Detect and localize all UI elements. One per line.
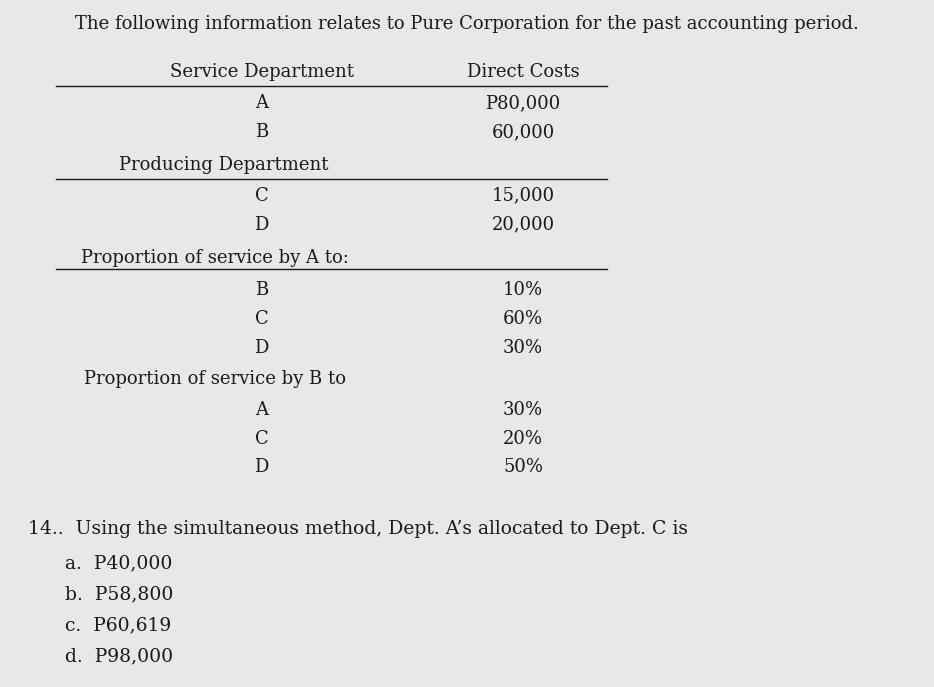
Text: Service Department: Service Department	[169, 63, 354, 81]
Text: The following information relates to Pure Corporation for the past accounting pe: The following information relates to Pur…	[75, 15, 859, 33]
Text: Direct Costs: Direct Costs	[467, 63, 579, 81]
Text: D: D	[254, 216, 269, 234]
Text: 60%: 60%	[503, 310, 543, 328]
Text: 15,000: 15,000	[491, 187, 555, 205]
Text: P80,000: P80,000	[486, 94, 560, 112]
Text: 20,000: 20,000	[491, 216, 555, 234]
Text: C: C	[255, 187, 268, 205]
Text: 20%: 20%	[503, 430, 543, 448]
Text: A: A	[255, 94, 268, 112]
Text: 60,000: 60,000	[491, 123, 555, 141]
Text: Proportion of service by A to:: Proportion of service by A to:	[81, 249, 348, 267]
Text: C: C	[255, 310, 268, 328]
Text: 14..  Using the simultaneous method, Dept. A’s allocated to Dept. C is: 14.. Using the simultaneous method, Dept…	[28, 520, 688, 538]
Text: B: B	[255, 123, 268, 141]
Text: b.  P58,800: b. P58,800	[65, 585, 174, 603]
Text: 10%: 10%	[503, 281, 543, 299]
Text: Producing Department: Producing Department	[120, 156, 329, 174]
Text: Proportion of service by B to: Proportion of service by B to	[84, 370, 346, 388]
Text: C: C	[255, 430, 268, 448]
Text: 50%: 50%	[503, 458, 543, 476]
Text: 30%: 30%	[503, 339, 543, 357]
Text: D: D	[254, 458, 269, 476]
Text: B: B	[255, 281, 268, 299]
Text: D: D	[254, 339, 269, 357]
Text: 30%: 30%	[503, 401, 543, 419]
Text: c.  P60,619: c. P60,619	[65, 616, 172, 634]
Text: d.  P98,000: d. P98,000	[65, 647, 174, 665]
Text: A: A	[255, 401, 268, 419]
Text: a.  P40,000: a. P40,000	[65, 554, 173, 572]
